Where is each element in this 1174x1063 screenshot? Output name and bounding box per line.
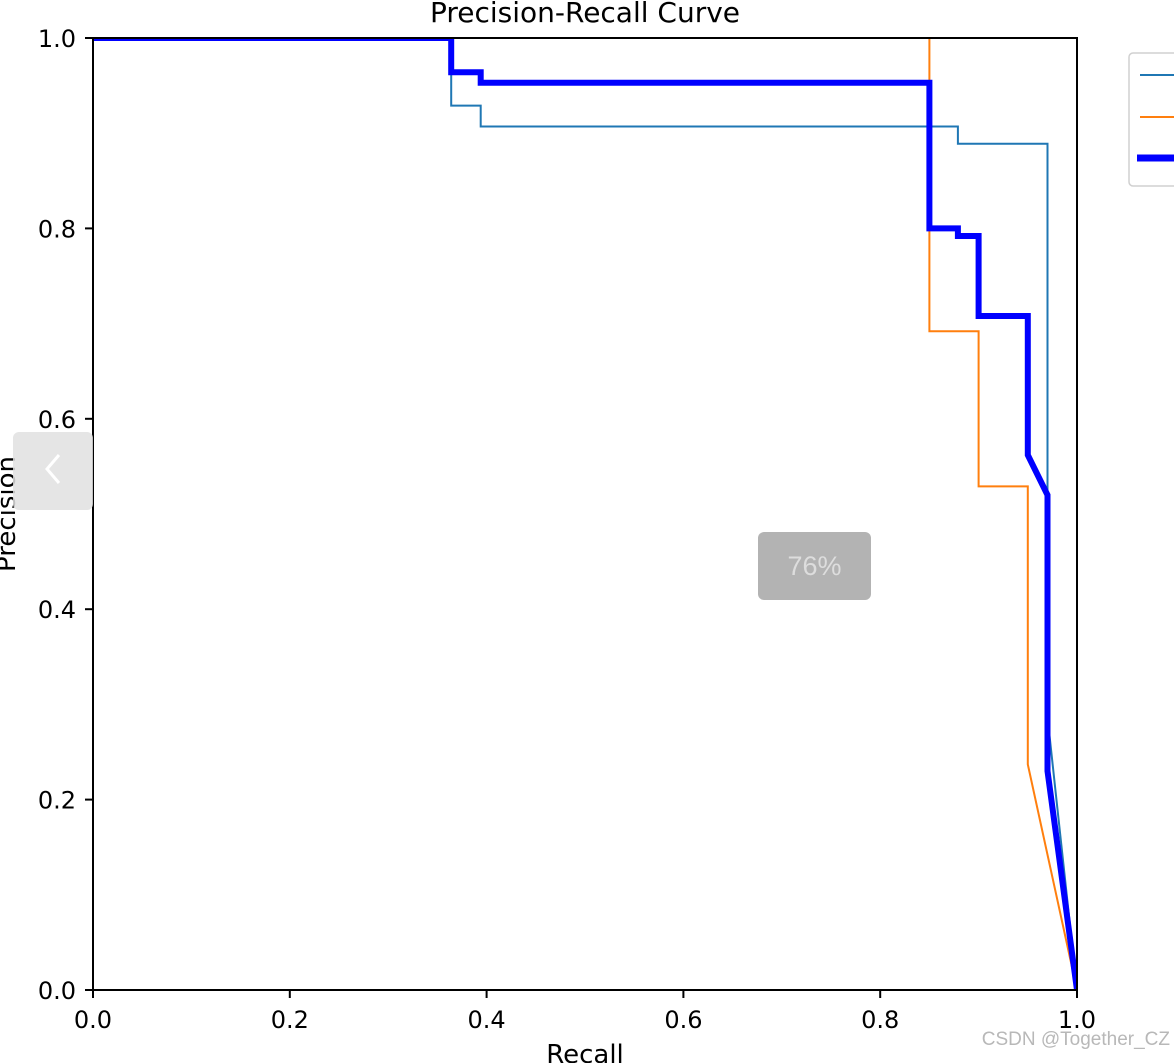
chart-title: Precision-Recall Curve bbox=[430, 0, 740, 29]
x-tick-label: 0.6 bbox=[664, 1006, 702, 1034]
zoom-level-badge: 76% bbox=[758, 532, 871, 600]
y-tick-label: 0.8 bbox=[38, 215, 76, 243]
legend bbox=[1128, 52, 1174, 187]
x-tick-label: 0.2 bbox=[271, 1006, 309, 1034]
y-tick-label: 0.2 bbox=[38, 787, 76, 815]
y-tick-label: 0.0 bbox=[38, 977, 76, 1005]
x-tick-label: 0.0 bbox=[74, 1006, 112, 1034]
prev-image-button[interactable] bbox=[13, 432, 93, 510]
series-line-3 bbox=[93, 38, 1077, 990]
x-tick-label: 0.8 bbox=[861, 1006, 899, 1034]
x-tick-label: 0.4 bbox=[468, 1006, 506, 1034]
x-axis-label: Recall bbox=[546, 1040, 624, 1063]
x-tick-label: 1.0 bbox=[1058, 1006, 1096, 1034]
plot-frame bbox=[92, 37, 1078, 991]
legend-box bbox=[1128, 52, 1174, 187]
series-line-2 bbox=[928, 38, 1077, 990]
y-tick-label: 0.4 bbox=[38, 596, 76, 624]
y-tick-label: 0.6 bbox=[38, 406, 76, 434]
chevron-left-icon bbox=[41, 449, 65, 493]
y-tick-label: 1.0 bbox=[38, 25, 76, 53]
watermark-text: CSDN @Together_CZ bbox=[981, 1029, 1170, 1050]
